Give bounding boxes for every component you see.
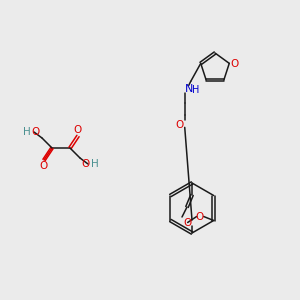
Text: N: N (184, 84, 193, 94)
Text: O: O (32, 127, 40, 137)
Text: H: H (91, 159, 99, 169)
Text: O: O (74, 125, 82, 135)
Text: O: O (40, 161, 48, 171)
Text: O: O (176, 120, 184, 130)
Text: O: O (82, 159, 90, 169)
Text: H: H (192, 85, 200, 95)
Text: O: O (230, 59, 238, 69)
Text: H: H (23, 127, 31, 137)
Text: O: O (183, 218, 191, 228)
Text: O: O (196, 212, 204, 221)
